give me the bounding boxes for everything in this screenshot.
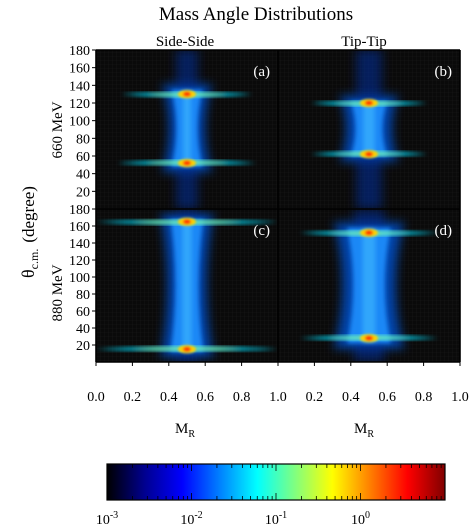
peak-b-1 xyxy=(310,150,428,159)
y-tick-label: 20 xyxy=(76,185,90,200)
colorbar-tick-label: 100 xyxy=(351,510,370,527)
x-tick-label: 0.8 xyxy=(233,390,251,405)
x-tick-label: 1.0 xyxy=(269,390,287,405)
y-tick-label: 100 xyxy=(69,115,90,130)
panel-label-b: (b) xyxy=(435,64,453,80)
peak-a-0 xyxy=(121,90,253,99)
panel-b: (b) xyxy=(278,50,460,209)
y-axis-label: θc.m.(degree) xyxy=(18,186,41,278)
y-tick-label: 100 xyxy=(69,271,90,286)
row-label-880: 880 MeV xyxy=(50,264,66,321)
panel-a: (a) xyxy=(96,50,278,209)
colorbar: 10-3 10-2 10-1 100 xyxy=(96,463,446,527)
y-tick-label: 80 xyxy=(76,288,90,303)
x-tick-label: 0.8 xyxy=(415,390,433,405)
peak-c-0 xyxy=(96,217,278,226)
peak-d-1 xyxy=(299,334,439,343)
colorbar-tick-label: 10-1 xyxy=(265,510,287,527)
y-tick-label: 140 xyxy=(69,79,90,94)
y-tick-label: 120 xyxy=(69,254,90,269)
peak-a-1 xyxy=(117,159,257,168)
y-tick-label: 40 xyxy=(76,168,90,183)
y-tick-label: 160 xyxy=(69,62,90,77)
panel-c: (c) xyxy=(96,209,278,362)
y-tick-label: 180 xyxy=(69,203,90,218)
peak-d-0 xyxy=(299,228,439,237)
panel-label-d: (d) xyxy=(435,223,453,239)
chart-title: Mass Angle Distributions xyxy=(159,4,353,25)
y-tick-label: 120 xyxy=(69,97,90,112)
x-tick-label: 0.2 xyxy=(306,390,324,405)
row-label-660: 660 MeV xyxy=(50,101,66,158)
x-tick-label: 0.4 xyxy=(160,390,178,405)
peak-c-1 xyxy=(96,345,278,354)
colorbar-tick-label: 10-3 xyxy=(96,510,118,527)
x-tick-label: 0.0 xyxy=(87,390,105,405)
x-tick-label: 0.6 xyxy=(378,390,396,405)
panel-d: (d) xyxy=(278,209,460,362)
y-tick-label: 80 xyxy=(76,132,90,147)
peak-b-0 xyxy=(310,99,428,107)
y-tick-label: 60 xyxy=(76,150,90,165)
y-tick-label: 40 xyxy=(76,322,90,337)
x-axis-label-right: MR xyxy=(354,421,374,440)
x-tick-label: 1.0 xyxy=(451,390,469,405)
y-tick-label: 160 xyxy=(69,220,90,235)
colorbar-tick-label: 10-2 xyxy=(180,510,202,527)
y-tick-label: 140 xyxy=(69,237,90,252)
x-tick-label: 0.6 xyxy=(196,390,214,405)
x-axis-label-left: MR xyxy=(175,421,195,440)
y-tick-label: 20 xyxy=(76,339,90,354)
panel-label-c: (c) xyxy=(253,223,270,239)
column-title-tip-tip: Tip-Tip xyxy=(341,34,387,50)
y-tick-label: 60 xyxy=(76,305,90,320)
y-tick-label: 180 xyxy=(69,44,90,59)
panel-label-a: (a) xyxy=(253,64,270,80)
x-tick-label: 0.4 xyxy=(342,390,360,405)
x-tick-label: 0.2 xyxy=(124,390,142,405)
column-title-side-side: Side-Side xyxy=(156,34,215,50)
